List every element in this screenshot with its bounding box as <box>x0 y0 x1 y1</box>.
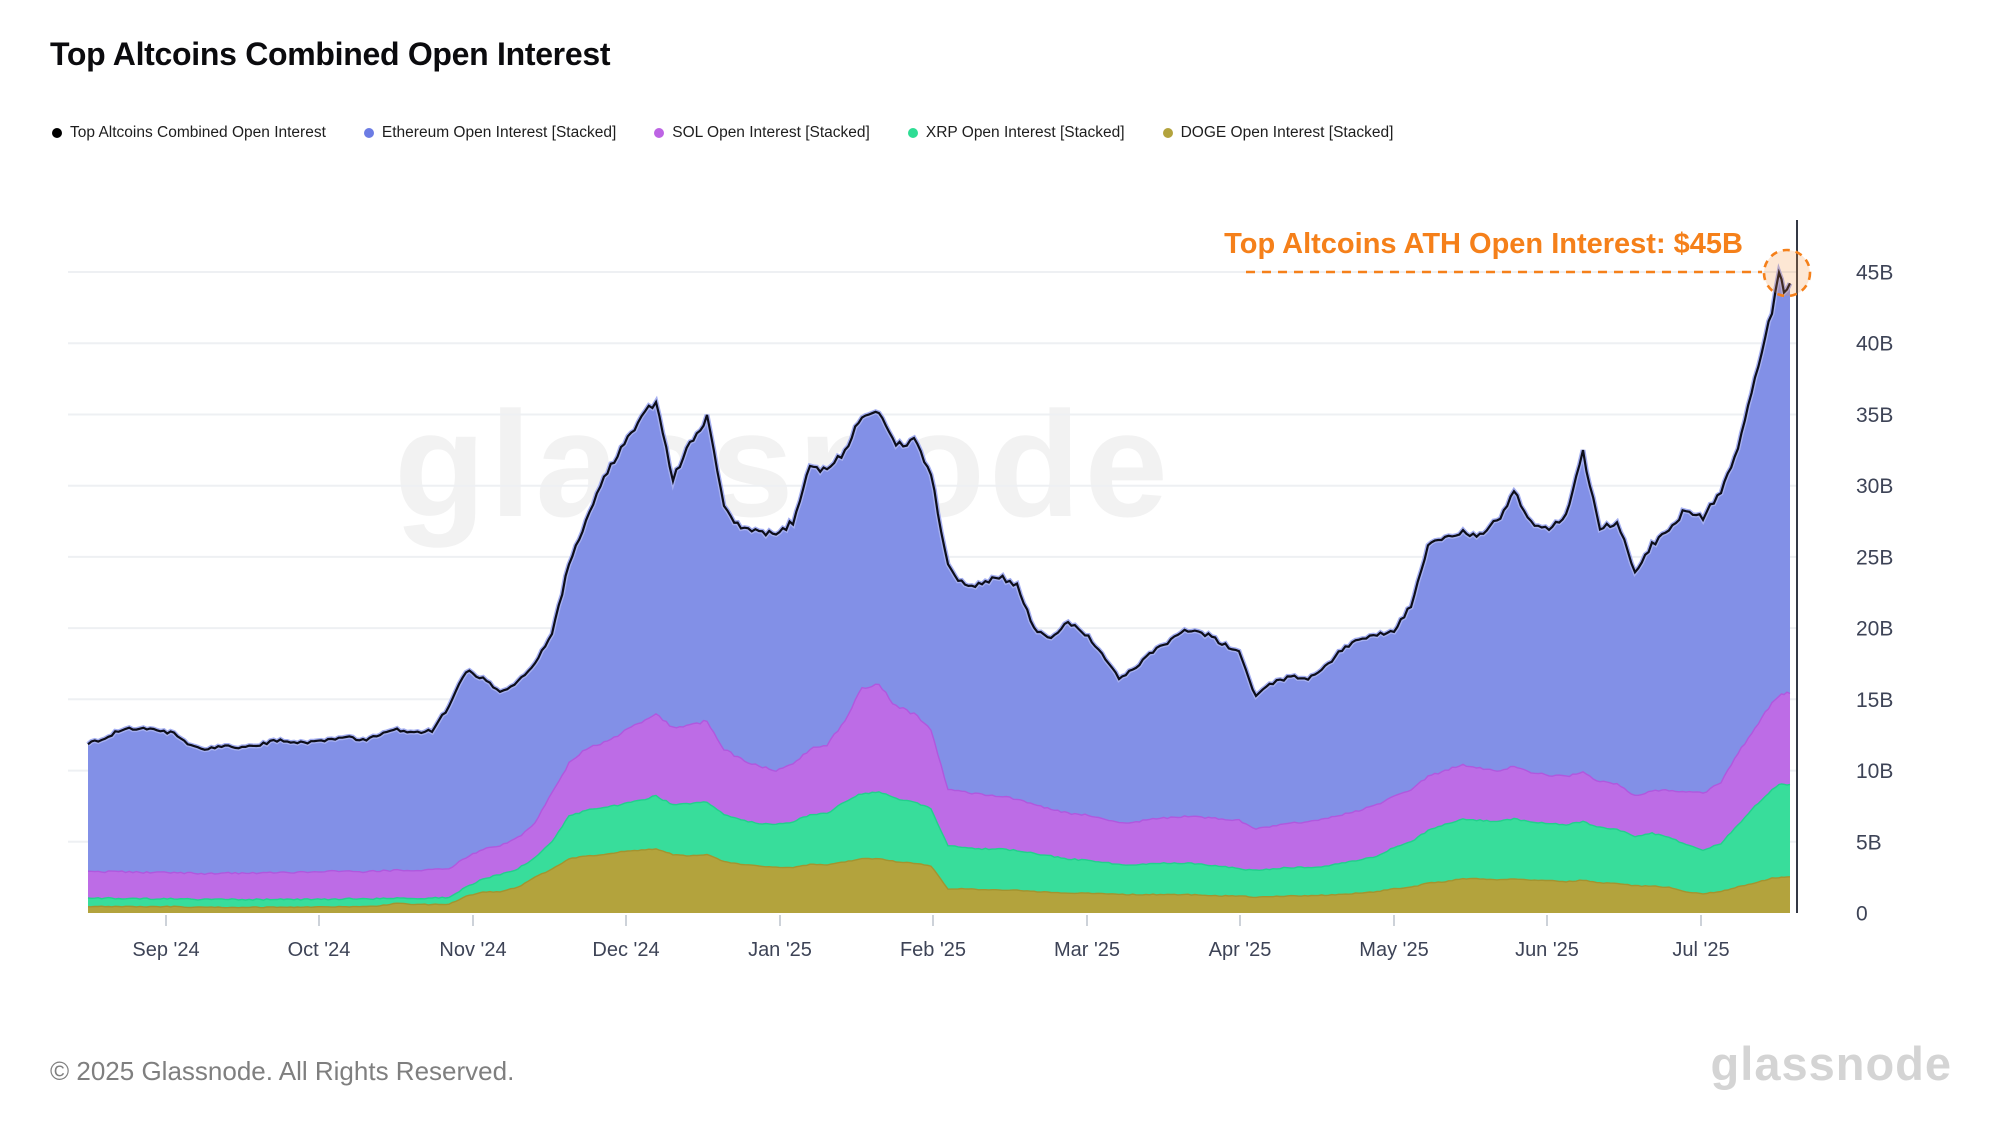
svg-text:Nov '24: Nov '24 <box>439 939 506 961</box>
total-line <box>87 268 1791 751</box>
xrp-area <box>88 784 1790 913</box>
legend-item-doge[interactable]: DOGE Open Interest [Stacked] <box>1162 124 1394 142</box>
svg-text:30B: 30B <box>1856 475 1893 498</box>
doge-series-dot-icon <box>1162 128 1173 138</box>
legend-item-sol[interactable]: SOL Open Interest [Stacked] <box>654 124 870 142</box>
svg-text:Jul '25: Jul '25 <box>1672 939 1729 961</box>
legend-item-total[interactable]: Top Altcoins Combined Open Interest <box>52 124 326 142</box>
svg-text:Jan '25: Jan '25 <box>748 939 812 961</box>
legend-label: XRP Open Interest [Stacked] <box>925 124 1125 141</box>
svg-text:15B: 15B <box>1856 689 1893 712</box>
xrp-series-dot-icon <box>907 128 918 138</box>
svg-text:Apr '25: Apr '25 <box>1209 939 1272 961</box>
ath-annotation <box>1246 248 1812 298</box>
ethereum-area <box>88 272 1790 913</box>
svg-text:20B: 20B <box>1856 618 1893 641</box>
legend-item-ethereum[interactable]: Ethereum Open Interest [Stacked] <box>363 124 617 142</box>
svg-text:May '25: May '25 <box>1359 939 1428 961</box>
x-axis: Sep '24 Oct '24 Nov '24 Dec '24 Jan '25 Feb '… <box>132 915 1730 961</box>
svg-text:5B: 5B <box>1856 831 1882 854</box>
svg-text:45B: 45B <box>1856 262 1893 285</box>
legend-label: Top Altcoins Combined Open Interest <box>70 124 326 141</box>
svg-text:Mar '25: Mar '25 <box>1054 939 1120 961</box>
chart-legend: Top Altcoins Combined Open Interest Ethe… <box>52 124 1393 142</box>
svg-text:Sep '24: Sep '24 <box>132 939 199 961</box>
glassnode-watermark-bottom: glassnode <box>1710 1037 1952 1090</box>
svg-text:35B: 35B <box>1856 404 1893 427</box>
ethereum-series-dot-icon <box>363 128 374 138</box>
copyright-text: © 2025 Glassnode. All Rights Reserved. <box>50 1056 515 1086</box>
stacked-areas <box>88 272 1790 913</box>
svg-text:Oct '24: Oct '24 <box>288 939 351 961</box>
ath-peak-circle <box>1762 248 1812 298</box>
svg-text:40B: 40B <box>1856 333 1893 356</box>
total-series-dot-icon <box>52 128 62 138</box>
ath-annotation-label: Top Altcoins ATH Open Interest: $45B <box>1224 228 1743 260</box>
glassnode-watermark-center: glassnode <box>394 380 1172 548</box>
legend-label: Ethereum Open Interest [Stacked] <box>381 124 617 141</box>
legend-label: DOGE Open Interest [Stacked] <box>1180 124 1394 141</box>
y-axis-labels: 45B 40B 35B 30B 25B 20B 15B 10B 5B 0 <box>1856 262 1893 926</box>
sol-area <box>88 684 1790 913</box>
xrp-edge <box>87 783 1791 901</box>
svg-text:Dec '24: Dec '24 <box>592 939 659 961</box>
sol-series-dot-icon <box>654 128 665 138</box>
legend-label: SOL Open Interest [Stacked] <box>672 124 870 141</box>
svg-text:0: 0 <box>1856 903 1868 926</box>
doge-edge <box>87 848 1791 909</box>
svg-text:Jun '25: Jun '25 <box>1515 939 1579 961</box>
svg-text:25B: 25B <box>1856 546 1893 569</box>
legend-item-xrp[interactable]: XRP Open Interest [Stacked] <box>907 124 1125 142</box>
svg-text:Feb '25: Feb '25 <box>900 939 966 961</box>
sol-edge <box>87 683 1791 876</box>
doge-area <box>88 848 1790 913</box>
svg-text:10B: 10B <box>1856 760 1893 783</box>
page-title: Top Altcoins Combined Open Interest <box>50 36 611 72</box>
